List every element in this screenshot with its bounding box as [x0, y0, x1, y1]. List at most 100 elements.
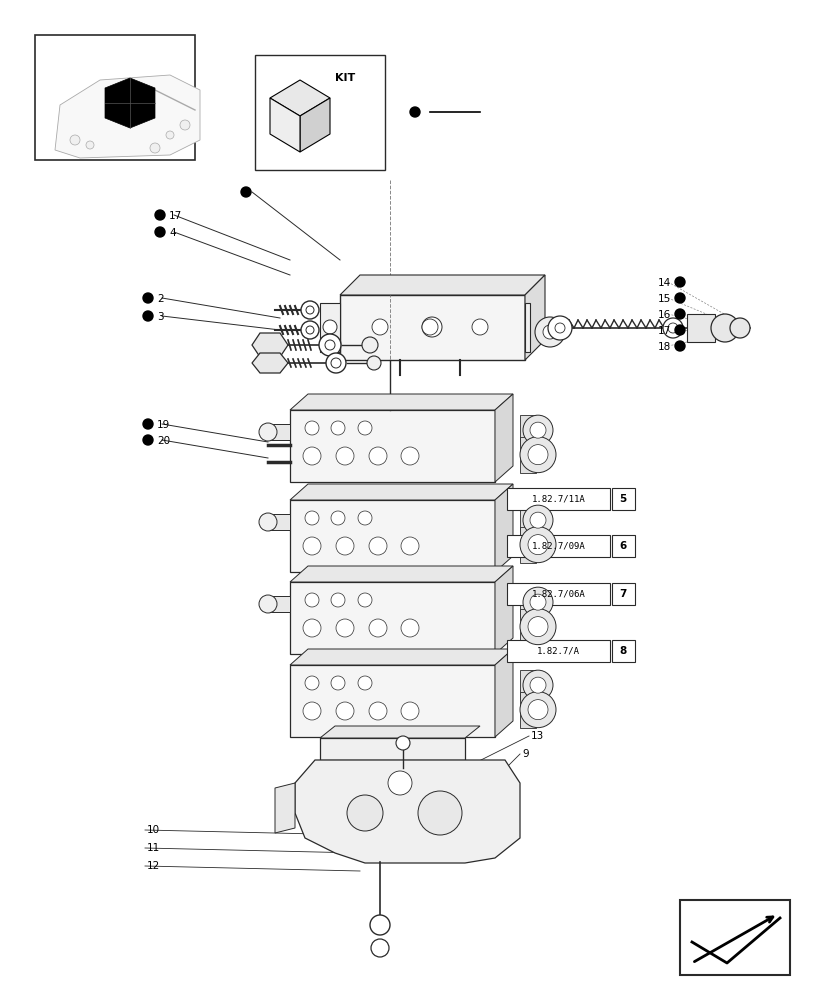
Bar [506, 535, 609, 557]
Circle shape [366, 356, 380, 370]
Polygon shape [289, 394, 513, 410]
Text: 15: 15 [657, 294, 670, 304]
Circle shape [519, 527, 555, 563]
Circle shape [143, 419, 153, 429]
Circle shape [331, 421, 345, 435]
Circle shape [395, 736, 409, 750]
Circle shape [529, 422, 545, 438]
Bar [611, 583, 634, 605]
Polygon shape [495, 394, 513, 482]
Circle shape [143, 311, 153, 321]
Circle shape [326, 353, 346, 373]
Circle shape [179, 120, 189, 130]
Polygon shape [251, 353, 288, 373]
Text: 13: 13 [530, 731, 543, 741]
Polygon shape [289, 665, 495, 737]
Text: 18: 18 [657, 342, 670, 352]
Circle shape [306, 326, 313, 334]
Circle shape [70, 135, 80, 145]
Text: 6: 6 [619, 541, 626, 551]
Circle shape [303, 447, 321, 465]
Bar [35, 35, 195, 160]
Polygon shape [289, 500, 495, 572]
Circle shape [259, 595, 277, 613]
Circle shape [418, 791, 461, 835]
Circle shape [165, 131, 174, 139]
Text: 12: 12 [147, 861, 160, 871]
Polygon shape [495, 649, 513, 737]
Circle shape [259, 513, 277, 531]
Circle shape [336, 619, 354, 637]
Circle shape [370, 939, 389, 957]
Polygon shape [270, 80, 330, 116]
Circle shape [303, 537, 321, 555]
Circle shape [667, 323, 677, 333]
Circle shape [336, 537, 354, 555]
Circle shape [523, 587, 552, 617]
Circle shape [325, 340, 335, 350]
Bar [506, 640, 609, 662]
Polygon shape [251, 333, 288, 357]
Polygon shape [268, 514, 289, 530]
Text: 4: 4 [169, 228, 175, 238]
Text: 14: 14 [657, 278, 670, 288]
Polygon shape [495, 484, 513, 572]
Circle shape [729, 318, 749, 338]
Circle shape [422, 319, 437, 335]
Circle shape [331, 358, 341, 368]
Circle shape [400, 537, 418, 555]
Polygon shape [519, 670, 535, 700]
Text: 1.82.7/06A: 1.82.7/06A [531, 589, 585, 598]
Circle shape [674, 325, 684, 335]
Circle shape [369, 702, 386, 720]
Circle shape [304, 593, 318, 607]
Circle shape [528, 617, 547, 637]
Polygon shape [519, 527, 535, 563]
Polygon shape [319, 303, 340, 352]
Text: 5: 5 [619, 494, 626, 504]
Text: 17: 17 [169, 211, 182, 221]
Text: 17: 17 [657, 326, 670, 336]
Polygon shape [519, 505, 535, 535]
Circle shape [400, 619, 418, 637]
Polygon shape [294, 760, 519, 863]
Circle shape [528, 445, 547, 465]
Text: 11: 11 [147, 843, 160, 853]
Circle shape [529, 512, 545, 528]
Polygon shape [289, 484, 513, 500]
Circle shape [710, 314, 739, 342]
Circle shape [318, 334, 341, 356]
Circle shape [241, 187, 251, 197]
Polygon shape [289, 566, 513, 582]
Circle shape [523, 670, 552, 700]
Bar [679, 900, 789, 975]
Circle shape [304, 421, 318, 435]
Circle shape [303, 702, 321, 720]
Circle shape [303, 619, 321, 637]
Circle shape [336, 702, 354, 720]
Circle shape [155, 227, 165, 237]
Circle shape [400, 702, 418, 720]
Circle shape [369, 537, 386, 555]
Circle shape [674, 277, 684, 287]
Circle shape [150, 143, 160, 153]
Circle shape [301, 301, 318, 319]
Polygon shape [519, 437, 535, 473]
Circle shape [543, 325, 557, 339]
Polygon shape [519, 692, 535, 728]
Bar [255, 55, 385, 170]
Text: 1.82.7/11A: 1.82.7/11A [531, 494, 585, 504]
Circle shape [528, 535, 547, 555]
Circle shape [155, 210, 165, 220]
Bar [611, 488, 634, 510]
Polygon shape [275, 783, 294, 833]
Circle shape [361, 337, 378, 353]
Circle shape [357, 676, 371, 690]
Circle shape [369, 619, 386, 637]
Circle shape [409, 107, 419, 117]
Circle shape [422, 317, 442, 337]
Circle shape [369, 447, 386, 465]
Polygon shape [495, 566, 513, 654]
Polygon shape [105, 78, 155, 128]
Polygon shape [55, 75, 200, 158]
